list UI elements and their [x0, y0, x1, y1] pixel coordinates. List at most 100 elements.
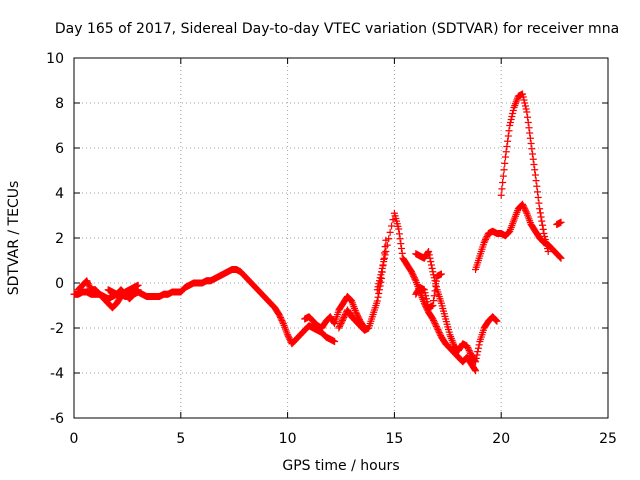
data-point	[499, 179, 507, 186]
data-point	[521, 205, 529, 213]
data-point	[382, 248, 390, 255]
data-point	[432, 321, 440, 329]
data-point	[354, 313, 362, 321]
data-point	[464, 344, 472, 351]
data-point	[388, 222, 396, 230]
data-point	[430, 317, 438, 324]
data-point	[430, 297, 438, 305]
data-point	[430, 292, 438, 300]
y-tick-label: 10	[46, 51, 64, 67]
data-point	[504, 137, 512, 145]
data-point	[521, 102, 529, 110]
data-point	[501, 159, 509, 167]
series-sat-h	[412, 270, 445, 312]
data-point	[541, 236, 549, 243]
data-point	[500, 166, 508, 174]
data-point	[375, 290, 383, 297]
y-tick-label: -6	[50, 411, 64, 427]
chart-title: Day 165 of 2017, Sidereal Day-to-day VTE…	[55, 21, 619, 37]
x-tick-label: 5	[176, 431, 185, 447]
data-point	[284, 331, 292, 339]
data-point	[501, 153, 509, 161]
data-point	[373, 286, 381, 294]
plot-frame	[73, 57, 609, 419]
data-point	[133, 287, 141, 295]
data-point	[276, 314, 284, 321]
data-point	[336, 321, 344, 329]
data-point	[378, 268, 386, 276]
data-point	[395, 230, 403, 238]
data-point	[556, 253, 564, 261]
data-point	[434, 326, 442, 333]
data-point	[522, 208, 530, 216]
data-point	[557, 254, 565, 262]
data-point	[435, 327, 443, 335]
data-point	[335, 324, 343, 332]
data-point	[84, 278, 92, 286]
data-point	[466, 348, 474, 356]
data-point	[428, 264, 436, 272]
data-point	[407, 268, 415, 276]
series-sat-c	[104, 286, 142, 303]
data-point	[427, 258, 435, 266]
data-point	[435, 329, 443, 336]
data-point	[519, 93, 527, 101]
x-tick-label: 10	[279, 431, 297, 447]
data-point	[397, 240, 405, 248]
data-point	[509, 107, 517, 114]
data-point	[503, 143, 511, 150]
data-point	[374, 283, 382, 291]
data-point	[377, 271, 385, 279]
data-point	[422, 292, 430, 300]
data-point	[521, 206, 529, 214]
data-point	[519, 200, 527, 208]
data-point	[426, 254, 434, 262]
data-point	[352, 308, 360, 316]
y-tick-label: 6	[55, 141, 64, 157]
data-point	[519, 202, 527, 210]
data-point	[481, 237, 489, 245]
data-point	[380, 254, 388, 262]
data-point	[398, 245, 406, 252]
data-point	[420, 286, 428, 294]
data-point	[534, 194, 542, 201]
data-point	[410, 274, 418, 282]
data-point	[430, 318, 438, 326]
data-point	[431, 320, 439, 327]
data-point	[557, 218, 565, 226]
data-point	[425, 248, 433, 255]
data-point	[339, 315, 347, 323]
data-point	[472, 367, 480, 375]
data-point	[83, 277, 91, 285]
data-point	[529, 150, 537, 158]
data-point	[475, 341, 483, 349]
data-point	[432, 277, 440, 285]
data-point	[504, 132, 512, 140]
x-tick-labels: 0 5 10 15 20 25	[70, 431, 617, 447]
data-point	[502, 148, 510, 156]
data-point	[385, 235, 393, 243]
data-point	[544, 248, 552, 255]
data-point	[376, 274, 384, 282]
data-point	[375, 280, 383, 288]
data-point	[338, 318, 346, 326]
data-point	[523, 108, 531, 116]
data-point	[520, 203, 528, 211]
data-point	[463, 342, 471, 350]
data-point	[429, 268, 437, 276]
data-point	[492, 317, 500, 324]
data-point	[429, 315, 437, 323]
data-point	[505, 127, 513, 135]
data-point	[423, 298, 431, 306]
data-point	[276, 312, 284, 320]
data-point	[386, 228, 394, 236]
data-point	[395, 225, 403, 233]
data-point	[474, 348, 482, 356]
y-axis-label: SDTVAR / TECUs	[6, 181, 22, 296]
data-point	[134, 286, 142, 294]
data-point	[526, 134, 534, 142]
data-point	[520, 96, 528, 104]
data-point	[432, 282, 440, 290]
data-point	[543, 245, 551, 252]
data-point	[378, 264, 386, 272]
